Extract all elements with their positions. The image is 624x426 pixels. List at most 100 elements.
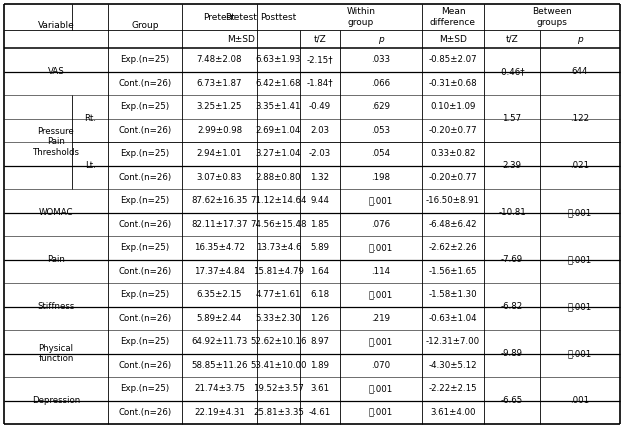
Text: .033: .033	[371, 55, 391, 64]
Text: VAS: VAS	[47, 67, 64, 76]
Text: 1.32: 1.32	[310, 173, 329, 182]
Text: -4.61: -4.61	[309, 408, 331, 417]
Text: 5.89: 5.89	[311, 243, 329, 252]
Text: 〈.001: 〈.001	[369, 243, 393, 252]
Text: -0.46†: -0.46†	[499, 67, 525, 76]
Text: 〈.001: 〈.001	[568, 208, 592, 217]
Text: 〈.001: 〈.001	[568, 349, 592, 358]
Text: -2.03: -2.03	[309, 149, 331, 158]
Text: Group: Group	[131, 21, 158, 31]
Text: 6.73±1.87: 6.73±1.87	[197, 79, 242, 88]
Text: -1.58±1.30: -1.58±1.30	[429, 290, 477, 299]
Text: 15.81±4.79: 15.81±4.79	[253, 267, 304, 276]
Text: p: p	[378, 35, 384, 43]
Text: .070: .070	[371, 361, 391, 370]
Text: 19.52±3.57: 19.52±3.57	[253, 384, 304, 393]
Text: .054: .054	[371, 149, 391, 158]
Text: .053: .053	[371, 126, 391, 135]
Text: 71.12±14.64: 71.12±14.64	[250, 196, 307, 205]
Text: -6.65: -6.65	[501, 396, 523, 405]
Text: 〈.001: 〈.001	[369, 384, 393, 393]
Text: 13.73±4.6: 13.73±4.6	[256, 243, 301, 252]
Text: Stiffness: Stiffness	[37, 302, 75, 311]
Text: 〈.001: 〈.001	[369, 408, 393, 417]
Text: -6.82: -6.82	[501, 302, 523, 311]
Text: 6.35±2.15: 6.35±2.15	[197, 290, 242, 299]
Text: 2.39: 2.39	[502, 161, 522, 170]
Text: -6.48±6.42: -6.48±6.42	[429, 220, 477, 229]
Text: 3.61±4.00: 3.61±4.00	[431, 408, 475, 417]
Text: Exp.(n=25): Exp.(n=25)	[120, 243, 170, 252]
Text: Cont.(n=26): Cont.(n=26)	[119, 314, 172, 323]
Text: 1.64: 1.64	[310, 267, 329, 276]
Text: Cont.(n=26): Cont.(n=26)	[119, 220, 172, 229]
Text: Cont.(n=26): Cont.(n=26)	[119, 267, 172, 276]
Text: 3.61: 3.61	[310, 384, 329, 393]
Text: 3.25±1.25: 3.25±1.25	[197, 102, 242, 111]
Text: .114: .114	[371, 267, 391, 276]
Text: 6.42±1.68: 6.42±1.68	[256, 79, 301, 88]
Text: .629: .629	[371, 102, 391, 111]
Text: .001: .001	[570, 396, 590, 405]
Text: -9.89: -9.89	[501, 349, 523, 358]
Text: t/Z: t/Z	[314, 35, 326, 43]
Text: -2.22±2.15: -2.22±2.15	[429, 384, 477, 393]
Text: 5.89±2.44: 5.89±2.44	[197, 314, 242, 323]
Text: 3.35±1.41: 3.35±1.41	[256, 102, 301, 111]
Text: 87.62±16.35: 87.62±16.35	[191, 196, 248, 205]
Text: 1.89: 1.89	[311, 361, 329, 370]
Text: -7.69: -7.69	[501, 255, 523, 264]
Text: t/Z: t/Z	[505, 35, 519, 43]
Text: 64.92±11.73: 64.92±11.73	[192, 337, 248, 346]
Text: -0.49: -0.49	[309, 102, 331, 111]
Text: 53.41±10.00: 53.41±10.00	[250, 361, 307, 370]
Text: -2.15†: -2.15†	[306, 55, 333, 64]
Text: Exp.(n=25): Exp.(n=25)	[120, 196, 170, 205]
Text: p: p	[577, 35, 583, 43]
Text: 74.56±15.48: 74.56±15.48	[250, 220, 307, 229]
Text: 0.33±0.82: 0.33±0.82	[431, 149, 475, 158]
Text: Variable: Variable	[37, 21, 74, 31]
Text: .219: .219	[371, 314, 391, 323]
Text: -12.31±7.00: -12.31±7.00	[426, 337, 480, 346]
Text: .076: .076	[371, 220, 391, 229]
Text: .122: .122	[570, 114, 590, 123]
Text: Within
group: Within group	[346, 7, 376, 27]
Text: Cont.(n=26): Cont.(n=26)	[119, 126, 172, 135]
Text: 644: 644	[572, 67, 588, 76]
Text: 6.63±1.93: 6.63±1.93	[256, 55, 301, 64]
Text: 〈.001: 〈.001	[369, 196, 393, 205]
Text: 16.35±4.72: 16.35±4.72	[194, 243, 245, 252]
Text: 22.19±4.31: 22.19±4.31	[194, 408, 245, 417]
Text: Lt.: Lt.	[85, 161, 95, 170]
Text: -10.81: -10.81	[498, 208, 526, 217]
Text: 3.07±0.83: 3.07±0.83	[197, 173, 242, 182]
Text: 2.99±0.98: 2.99±0.98	[197, 126, 242, 135]
Text: Posttest: Posttest	[260, 12, 296, 21]
Text: -0.63±1.04: -0.63±1.04	[429, 314, 477, 323]
Text: M±SD: M±SD	[227, 35, 255, 43]
Text: 1.26: 1.26	[310, 314, 329, 323]
Text: 82.11±17.37: 82.11±17.37	[191, 220, 248, 229]
Text: 〈.001: 〈.001	[568, 255, 592, 264]
Text: -2.62±2.26: -2.62±2.26	[429, 243, 477, 252]
Text: 5.33±2.30: 5.33±2.30	[256, 314, 301, 323]
Text: 0.10±1.09: 0.10±1.09	[431, 102, 475, 111]
Text: 〈.001: 〈.001	[568, 302, 592, 311]
Text: -4.30±5.12: -4.30±5.12	[429, 361, 477, 370]
Text: .066: .066	[371, 79, 391, 88]
Text: 25.81±3.35: 25.81±3.35	[253, 408, 304, 417]
Text: Pressure
Pain
Thresholds: Pressure Pain Thresholds	[32, 127, 79, 157]
Text: -1.84†: -1.84†	[306, 79, 333, 88]
Text: Cont.(n=26): Cont.(n=26)	[119, 361, 172, 370]
Text: 〈.001: 〈.001	[369, 337, 393, 346]
Text: -0.85±2.07: -0.85±2.07	[429, 55, 477, 64]
Text: 4.77±1.61: 4.77±1.61	[256, 290, 301, 299]
Text: Exp.(n=25): Exp.(n=25)	[120, 55, 170, 64]
Text: Exp.(n=25): Exp.(n=25)	[120, 290, 170, 299]
Text: -16.50±8.91: -16.50±8.91	[426, 196, 480, 205]
Text: Depression: Depression	[32, 396, 80, 405]
Text: 8.97: 8.97	[311, 337, 329, 346]
Text: .021: .021	[570, 161, 590, 170]
Text: 1.85: 1.85	[310, 220, 329, 229]
